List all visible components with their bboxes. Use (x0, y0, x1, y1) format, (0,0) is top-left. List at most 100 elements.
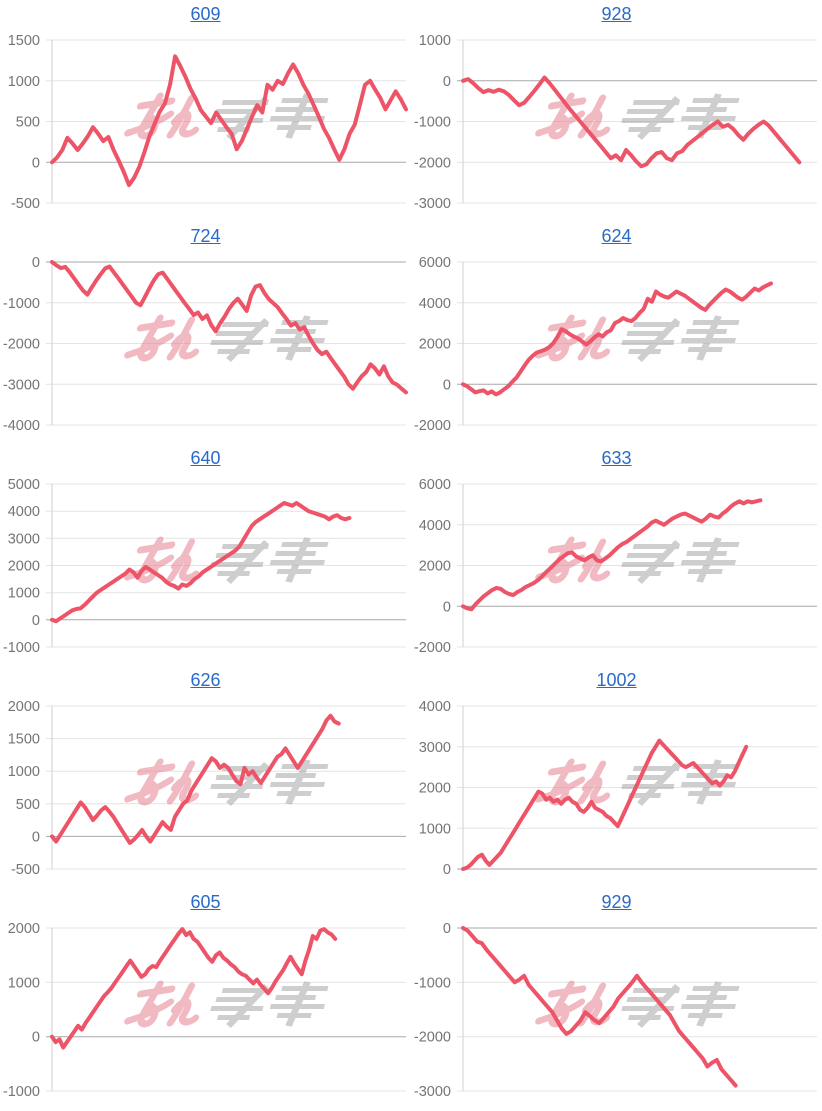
y-axis-tick-label: -3000 (3, 377, 40, 393)
gridlines (457, 39, 817, 204)
y-axis-tick-label: -1000 (3, 296, 40, 312)
watermark-gray-repo (210, 759, 329, 807)
chart-title-link[interactable]: 626 (190, 670, 221, 690)
y-axis-tick-label: 2000 (419, 337, 451, 353)
gridlines (46, 927, 406, 1092)
y-axis-tick-label: 0 (32, 155, 40, 171)
watermark-logo (535, 92, 740, 141)
y-axis-tick-label: 0 (32, 1030, 40, 1046)
watermark-gray-repo (210, 981, 329, 1029)
chart-title-link[interactable]: 640 (190, 448, 221, 468)
y-axis-tick-label: 2000 (8, 699, 40, 715)
chart-cell-724: 724 0 -1000 -2000 -3000 -4000 (0, 222, 411, 444)
line-chart: 0 -1000 -2000 -3000 (414, 921, 817, 1100)
chart-cell-640: 640 5000 4000 3000 2000 1000 0 -1000 (0, 444, 411, 666)
y-axis-tick-label: -2000 (3, 337, 40, 353)
y-axis-tick-label: 1500 (8, 33, 40, 49)
y-axis-tick-label: 1000 (8, 74, 40, 90)
y-axis-labels: 2000 1000 0 -1000 (3, 921, 40, 1100)
y-axis-labels: 6000 4000 2000 0 -2000 (414, 255, 451, 434)
chart-title-link[interactable]: 929 (601, 892, 632, 912)
chart-cell-928: 928 1000 0 -1000 -2000 -3000 (411, 0, 822, 222)
line-chart: 2000 1500 1000 500 0 -500 (8, 699, 406, 878)
y-axis-tick-label: 2000 (419, 559, 451, 575)
y-axis-tick-label: 2000 (419, 781, 451, 797)
y-axis-tick-label: -2000 (414, 418, 451, 434)
y-axis-tick-label: 500 (16, 115, 40, 131)
gridlines (457, 261, 817, 426)
chart-cell-929: 929 0 -1000 -2000 -3000 (411, 888, 822, 1110)
gridlines (46, 261, 406, 426)
chart-cell-624: 624 6000 4000 2000 0 -2000 (411, 222, 822, 444)
y-axis-tick-label: 0 (443, 74, 451, 90)
line-series (461, 738, 749, 871)
y-axis-tick-label: -1000 (3, 640, 40, 656)
y-axis-tick-label: -1000 (3, 1084, 40, 1100)
y-axis-tick-label: 4000 (8, 504, 40, 520)
gridlines (457, 483, 817, 648)
y-axis-tick-label: 3000 (419, 740, 451, 756)
watermark-gray-repo (621, 93, 740, 141)
line-chart: 4000 3000 2000 1000 0 (419, 699, 817, 878)
chart-title-link[interactable]: 724 (190, 226, 221, 246)
line-series (50, 927, 338, 1050)
line-series (461, 498, 763, 612)
line-series (50, 260, 408, 395)
watermark-pink-minn (124, 980, 200, 1028)
line-series (461, 926, 738, 1088)
y-axis-labels: 1500 1000 500 0 -500 (8, 33, 40, 212)
y-axis-tick-label: -1000 (414, 975, 451, 991)
y-axis-labels: 0 -1000 -2000 -3000 (414, 921, 451, 1100)
chart-cell-1002: 1002 4000 3000 2000 1000 0 (411, 666, 822, 888)
chart-title-link[interactable]: 605 (190, 892, 221, 912)
y-axis-tick-label: 5000 (8, 477, 40, 493)
chart-title-link[interactable]: 928 (601, 4, 632, 24)
y-axis-tick-label: 0 (443, 599, 451, 615)
chart-cell-633: 633 6000 4000 2000 0 -2000 (411, 444, 822, 666)
y-axis-tick-label: -3000 (414, 1084, 451, 1100)
watermark-pink-minn (124, 536, 200, 584)
y-axis-tick-label: 4000 (419, 699, 451, 715)
chart-title-link[interactable]: 633 (601, 448, 632, 468)
chart-title-link[interactable]: 624 (601, 226, 632, 246)
chart-cell-609: 609 1500 1000 500 0 -500 (0, 0, 411, 222)
y-axis-tick-label: 3000 (8, 531, 40, 547)
line-series (461, 75, 802, 169)
line-series (50, 713, 341, 845)
y-axis-tick-label: -3000 (414, 196, 451, 212)
y-axis-tick-label: 0 (443, 377, 451, 393)
chart-title-link[interactable]: 609 (190, 4, 221, 24)
y-axis-tick-label: -4000 (3, 418, 40, 434)
line-chart: 2000 1000 0 -1000 (3, 921, 406, 1100)
y-axis-tick-label: -500 (11, 196, 40, 212)
watermark-logo (535, 314, 740, 363)
y-axis-tick-label: 1500 (8, 732, 40, 748)
y-axis-tick-label: 0 (32, 255, 40, 271)
watermark-logo (535, 980, 740, 1029)
line-series (461, 281, 773, 397)
y-axis-tick-label: -2000 (414, 640, 451, 656)
y-axis-tick-label: 6000 (419, 477, 451, 493)
line-series (50, 54, 408, 188)
watermark-gray-repo (621, 981, 740, 1029)
y-axis-tick-label: 500 (16, 797, 40, 813)
watermark-logo (124, 758, 329, 807)
y-axis-tick-label: -1000 (414, 115, 451, 131)
y-axis-tick-label: 2000 (8, 921, 40, 937)
y-axis-labels: 1000 0 -1000 -2000 -3000 (414, 33, 451, 212)
gridlines (46, 39, 406, 204)
y-axis-labels: 4000 3000 2000 1000 0 (419, 699, 451, 878)
chart-title-link[interactable]: 1002 (596, 670, 637, 690)
line-chart: 1500 1000 500 0 -500 (8, 33, 408, 212)
y-axis-tick-label: 0 (443, 921, 451, 937)
y-axis-tick-label: 6000 (419, 255, 451, 271)
y-axis-tick-label: 2000 (8, 559, 40, 575)
y-axis-tick-label: 1000 (8, 975, 40, 991)
line-series (50, 501, 352, 624)
line-chart: 1000 0 -1000 -2000 -3000 (414, 33, 817, 212)
chart-cell-626: 626 2000 1500 1000 500 0 -500 (0, 666, 411, 888)
line-chart: 0 -1000 -2000 -3000 -4000 (3, 255, 408, 434)
y-axis-tick-label: -500 (11, 862, 40, 878)
y-axis-tick-label: -2000 (414, 1030, 451, 1046)
